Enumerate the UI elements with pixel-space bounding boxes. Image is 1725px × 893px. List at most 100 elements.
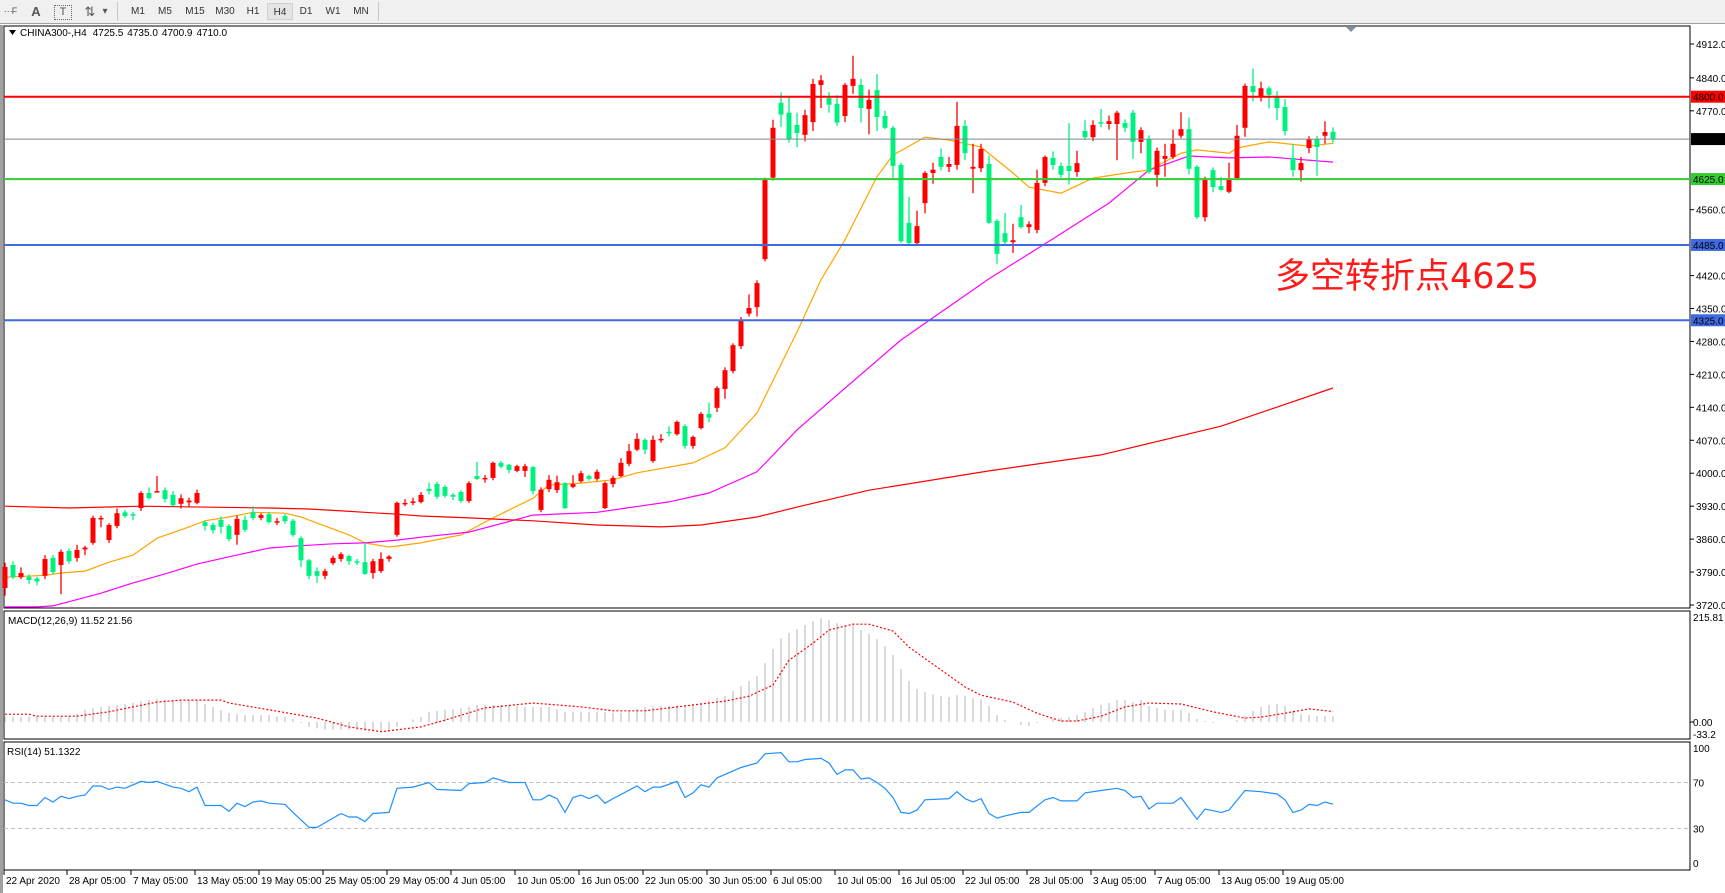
candle (242, 515, 248, 533)
timeframe-m1-button[interactable]: M1 (131, 6, 145, 17)
candle-body (370, 561, 376, 573)
level-price-label: 4625.0 (1693, 175, 1724, 186)
candle-body (866, 100, 872, 109)
candle (682, 424, 688, 449)
timeframe-mn-button[interactable]: MN (353, 6, 369, 17)
candle-body (498, 462, 504, 467)
candle-body (114, 513, 120, 526)
candle-body (306, 560, 312, 576)
candle-body (1154, 150, 1160, 175)
candle-body (642, 439, 648, 450)
candle-body (1298, 163, 1304, 171)
candle (10, 561, 16, 580)
candle (266, 511, 272, 524)
candle-body (1266, 88, 1272, 95)
toolbar-separator (117, 2, 118, 21)
candle-body (1282, 107, 1288, 132)
rsi-tick-label: 100 (1693, 744, 1710, 755)
text-label-icon[interactable]: T (54, 5, 72, 20)
timeframe-h1-button[interactable]: H1 (246, 6, 260, 17)
candle (802, 109, 808, 142)
candle-body (1010, 240, 1016, 243)
timeframe-m5-button[interactable]: M5 (158, 6, 172, 17)
candle (1050, 151, 1056, 170)
candle-body (42, 558, 48, 576)
rsi-label: RSI(14) 51.1322 (7, 747, 81, 758)
candle-body (1330, 131, 1336, 140)
ma-mid-line (5, 155, 1334, 608)
candle (474, 461, 480, 480)
candle (218, 516, 224, 534)
candle (898, 162, 904, 244)
candle (570, 475, 576, 489)
candle (330, 555, 336, 565)
candle-body (1082, 131, 1088, 138)
candle-body (298, 538, 304, 561)
candle (882, 110, 888, 130)
candle-body (586, 476, 592, 479)
candle-body (1322, 132, 1328, 136)
candle (754, 280, 760, 317)
candle (258, 513, 264, 521)
candle-body (802, 115, 808, 135)
dropdown-arrow-icon[interactable]: ▾ (102, 6, 108, 17)
candle-body (442, 486, 448, 496)
candle (426, 482, 432, 495)
candle (42, 555, 48, 580)
candle (1322, 121, 1328, 144)
timeframe-m15-button[interactable]: M15 (185, 6, 205, 17)
x-tick-label: 7 Aug 05:00 (1157, 876, 1211, 887)
candle-body (1074, 163, 1080, 173)
window-frame (0, 25, 3, 893)
chart-shift-marker-icon[interactable] (1346, 27, 1356, 32)
arrows-icon[interactable]: ⇅ (84, 4, 96, 19)
x-tick-label: 13 May 05:00 (197, 876, 258, 887)
candle (186, 497, 192, 507)
candle (1138, 127, 1144, 154)
candle-body (834, 103, 840, 123)
candle (322, 568, 328, 580)
candle-body (794, 124, 800, 133)
candle (122, 509, 128, 518)
candle-body (682, 426, 688, 446)
macd-tick-label: -33.2 (1693, 730, 1716, 741)
candle-body (626, 451, 632, 464)
candle (314, 567, 320, 583)
timeframe-w1-button[interactable]: W1 (325, 6, 341, 17)
candle (338, 552, 344, 562)
candle (514, 464, 520, 473)
candle (674, 420, 680, 436)
candle-body (26, 576, 32, 581)
candle (530, 465, 536, 495)
candle-body (322, 571, 328, 576)
candle (538, 487, 544, 513)
candle-body (1050, 157, 1056, 165)
candle (370, 558, 376, 579)
candle (378, 552, 384, 573)
y-tick-label: 4840.0 (1696, 74, 1725, 85)
candle (1298, 156, 1304, 182)
candle (1178, 112, 1184, 139)
period-separator-icon[interactable]: ⋯F (3, 6, 18, 16)
candle-body (474, 476, 480, 479)
macd-tick-label: 215.81 (1693, 613, 1724, 624)
timeframe-h4-button[interactable]: H4 (267, 3, 293, 20)
candle-body (538, 489, 544, 510)
candle (490, 461, 496, 481)
text-icon[interactable]: A (31, 4, 41, 19)
candle-body (98, 517, 104, 520)
dropdown-triangle-icon[interactable] (9, 30, 16, 35)
timeframe-m30-button[interactable]: M30 (215, 6, 235, 17)
x-tick-label: 19 May 05:00 (261, 876, 322, 887)
candle (578, 470, 584, 483)
y-tick-label: 4280.0 (1696, 337, 1725, 348)
candle-body (290, 520, 296, 535)
timeframe-d1-button[interactable]: D1 (299, 6, 313, 17)
level-price-label: 4325.0 (1693, 316, 1724, 327)
candle (1234, 124, 1240, 180)
candle-body (82, 547, 88, 550)
candle-body (1042, 156, 1048, 183)
candle (1058, 162, 1064, 178)
candle-body (234, 518, 240, 535)
